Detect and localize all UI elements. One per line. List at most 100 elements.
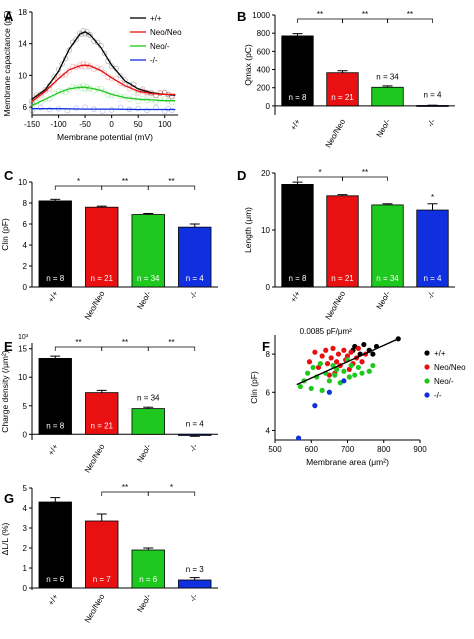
bar-Neo/Neo (326, 195, 359, 288)
panel-A: A 6 10 14 18 Membrane capacitance (pF) -150 -10… (2, 8, 182, 142)
significance-bracket (54, 185, 103, 190)
n-label: n = 6 (46, 575, 65, 584)
n-label: n = 34 (376, 72, 399, 81)
scatter-point-Neo/Neo (324, 361, 331, 367)
significance-label: ** (362, 10, 368, 19)
x-tick-label: -/- (426, 289, 438, 300)
significance-label: ** (407, 10, 413, 19)
bar--/- (178, 226, 212, 288)
significance-bracket (147, 185, 196, 190)
legend-marker (424, 364, 430, 370)
significance-label: * (318, 168, 321, 177)
y-tick-label: 4 (23, 241, 28, 250)
significance-label: * (77, 177, 80, 186)
x-tick-label: 100 (158, 120, 172, 129)
panel-letter: D (237, 168, 246, 183)
scatter-point-Neo/Neo (341, 347, 347, 353)
x-tick-label: +/+ (46, 592, 60, 607)
data-point (139, 95, 146, 102)
scatter-point-Neo/- (348, 362, 354, 369)
y-axis-title: Length (μm) (243, 207, 253, 253)
significance-bracket (387, 18, 433, 23)
data-point (122, 77, 128, 83)
data-point (59, 88, 65, 95)
scatter-point-Neo/Neo (323, 347, 329, 353)
bar-Neo/Neo (85, 520, 119, 589)
panel-C: C 0 2 4 6 8 10 Clin (pF) n = 8 +/+ n = 21 Neo/Neo n … (0, 168, 218, 321)
data-point (108, 107, 115, 113)
n-label: n = 21 (91, 274, 114, 283)
x-tick-label: Neo/Neo (324, 117, 348, 149)
n-label: n = 3 (186, 565, 205, 574)
scatter-point-Neo/- (332, 372, 338, 378)
bar--/- (178, 579, 212, 589)
x-tick-label: Neo/- (375, 289, 393, 311)
n-label: n = 6 (139, 575, 158, 584)
n-label: n = 34 (137, 274, 160, 283)
data-point (157, 96, 164, 103)
y-tick-label: 600 (257, 47, 271, 56)
y-tick-label: 6 (23, 220, 28, 229)
legend-label: Neo/Neo (150, 28, 182, 37)
data-point (169, 107, 175, 114)
x-tick-label: Neo/- (135, 442, 153, 464)
scatter-point-Neo/Neo (348, 349, 354, 355)
scatter-point-Neo/Neo (334, 359, 340, 365)
y-tick-label: 0 (23, 283, 28, 292)
x-axis-title: Membrane area (μm²) (306, 457, 389, 467)
scatter-point-Neo/- (297, 383, 303, 390)
y-tick-label: 10 (18, 71, 27, 80)
panel-letter: F (262, 339, 270, 354)
significance-bracket (101, 346, 149, 351)
significance-label: ** (122, 177, 128, 186)
bar-Neo/Neo (85, 206, 119, 288)
n-label: n = 8 (46, 421, 65, 430)
n-label: n = 4 (423, 90, 442, 99)
scatter-point-Neo/- (319, 387, 325, 393)
y-tick-label: 18 (18, 8, 27, 17)
scatter-point--/- (312, 403, 318, 409)
panel-letter: E (4, 339, 13, 354)
legend-label: +/+ (434, 349, 446, 358)
bar-+/+ (38, 200, 72, 288)
significance-label: ** (122, 483, 128, 492)
fit-line (296, 338, 399, 386)
y-tick-label: 5 (23, 402, 28, 411)
series-line-+/+ (31, 31, 176, 100)
data-point (42, 96, 48, 102)
scatter-point-Neo/- (366, 368, 372, 374)
y-axis-title: Qmax (pC) (243, 44, 253, 86)
data-point (33, 94, 40, 100)
n-label: n = 21 (331, 93, 354, 102)
y-tick-label: 1 (23, 564, 28, 573)
y-tick-label: 10 (261, 226, 270, 235)
bar-Neo/- (131, 214, 165, 288)
n-label: n = 7 (93, 575, 112, 584)
scatter-point--/- (326, 389, 332, 395)
panel-B: B 0 200 400 600 800 1000 Qmax (pC) n = 8 +/+ n = 2… (237, 9, 455, 149)
data-point (38, 92, 44, 99)
y-tick-label: 0 (266, 102, 271, 111)
scatter-point-Neo/- (308, 385, 314, 392)
data-point (94, 39, 101, 46)
legend-label: -/- (434, 391, 442, 400)
data-point (135, 105, 141, 112)
significance-label: ** (122, 338, 128, 347)
x-tick-label: Neo/Neo (83, 289, 107, 321)
y-tick-label: 10 (18, 178, 27, 187)
n-label: n = 8 (46, 274, 65, 283)
data-point (51, 73, 57, 80)
x-tick-label: 700 (341, 445, 355, 454)
slope-annotation: 0.0085 pF/μm² (300, 327, 353, 336)
legend-marker (424, 378, 430, 384)
significance-label: * (170, 483, 173, 492)
scatter-point-Neo/Neo (330, 345, 336, 351)
significance-label: ** (75, 338, 81, 347)
significance-label: ** (168, 177, 174, 186)
scatter-point-Neo/- (317, 361, 323, 367)
scatter-point-Neo/- (330, 362, 336, 369)
n-label: n = 4 (186, 274, 205, 283)
significance-label: ** (317, 10, 323, 19)
n-label: n = 4 (186, 419, 205, 428)
series-line-Neo/Neo (31, 64, 176, 103)
